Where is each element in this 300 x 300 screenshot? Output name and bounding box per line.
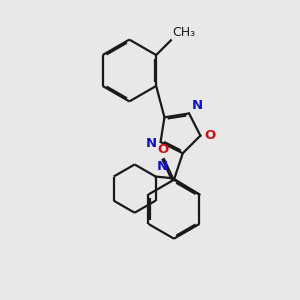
Text: N: N [157,160,168,173]
Text: O: O [204,129,215,142]
Text: N: N [191,99,203,112]
Text: CH₃: CH₃ [172,26,196,39]
Text: N: N [146,137,157,150]
Text: O: O [157,142,168,156]
